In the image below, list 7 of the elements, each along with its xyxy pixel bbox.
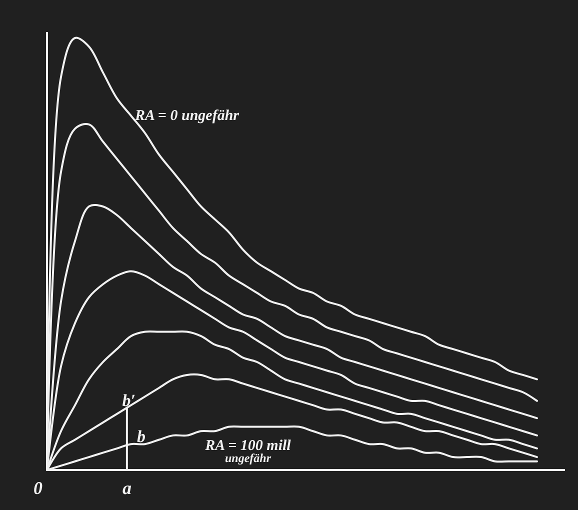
text: 0 bbox=[34, 478, 42, 498]
annotation: ungefähr bbox=[224, 451, 272, 465]
annotation: RA = 100 mill bbox=[204, 438, 292, 454]
text: a bbox=[122, 478, 132, 498]
annotation: b bbox=[136, 427, 146, 446]
annotation: RA = 0 ungefähr bbox=[134, 108, 240, 124]
annotation: b′ bbox=[122, 391, 136, 410]
